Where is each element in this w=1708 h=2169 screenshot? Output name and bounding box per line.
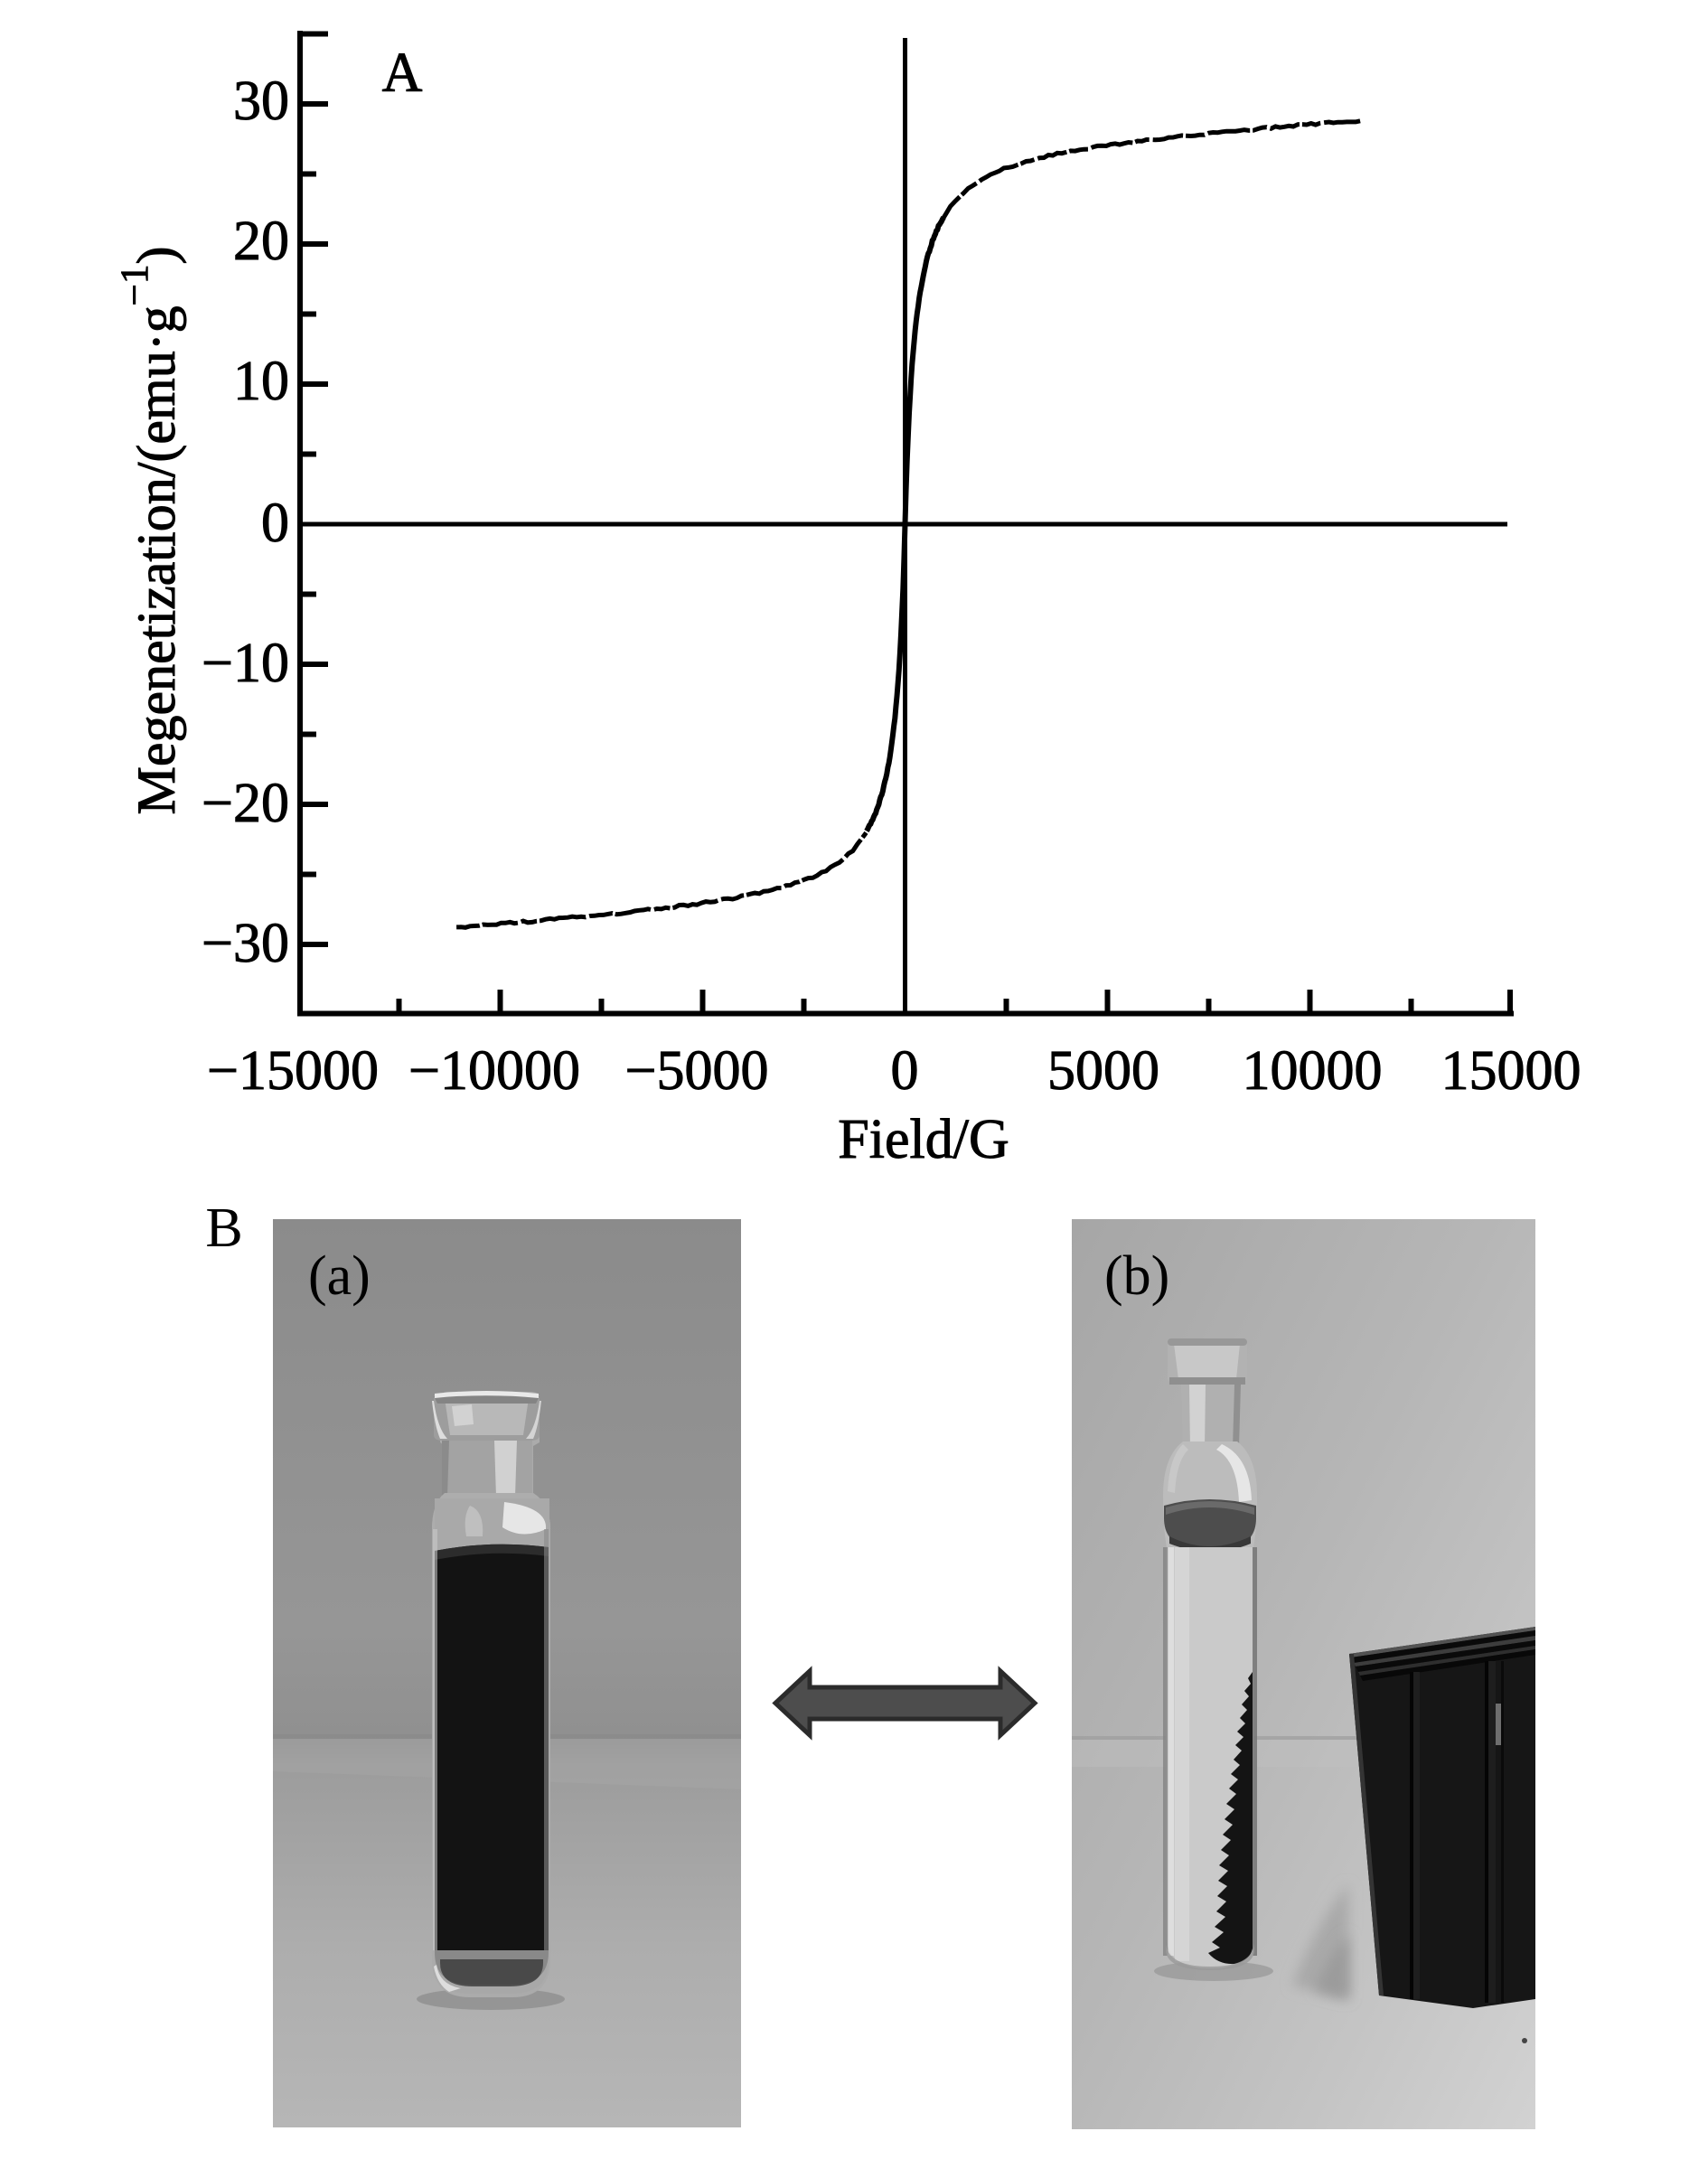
svg-text:(a): (a) <box>308 1245 371 1307</box>
svg-text:−10000: −10000 <box>408 1040 580 1102</box>
svg-text:20: 20 <box>233 211 289 272</box>
svg-text:−20: −20 <box>202 773 289 834</box>
svg-text:(b): (b) <box>1104 1245 1169 1307</box>
svg-text:Megenetization/(emu·g−1): Megenetization/(emu·g−1) <box>114 247 186 815</box>
svg-text:0: 0 <box>891 1040 919 1102</box>
svg-text:10: 10 <box>233 351 289 412</box>
svg-text:−10: −10 <box>202 633 289 694</box>
svg-text:5000: 5000 <box>1047 1040 1159 1102</box>
svg-text:−5000: −5000 <box>625 1040 769 1102</box>
svg-text:A: A <box>382 42 423 104</box>
svg-text:0: 0 <box>261 493 289 554</box>
svg-text:30: 30 <box>233 70 289 132</box>
svg-text:Field/G: Field/G <box>838 1109 1009 1170</box>
svg-text:−30: −30 <box>202 913 289 974</box>
svg-text:B: B <box>205 1197 242 1259</box>
svg-text:10000: 10000 <box>1243 1040 1383 1102</box>
svg-text:15000: 15000 <box>1441 1040 1581 1102</box>
svg-text:−15000: −15000 <box>207 1040 379 1102</box>
